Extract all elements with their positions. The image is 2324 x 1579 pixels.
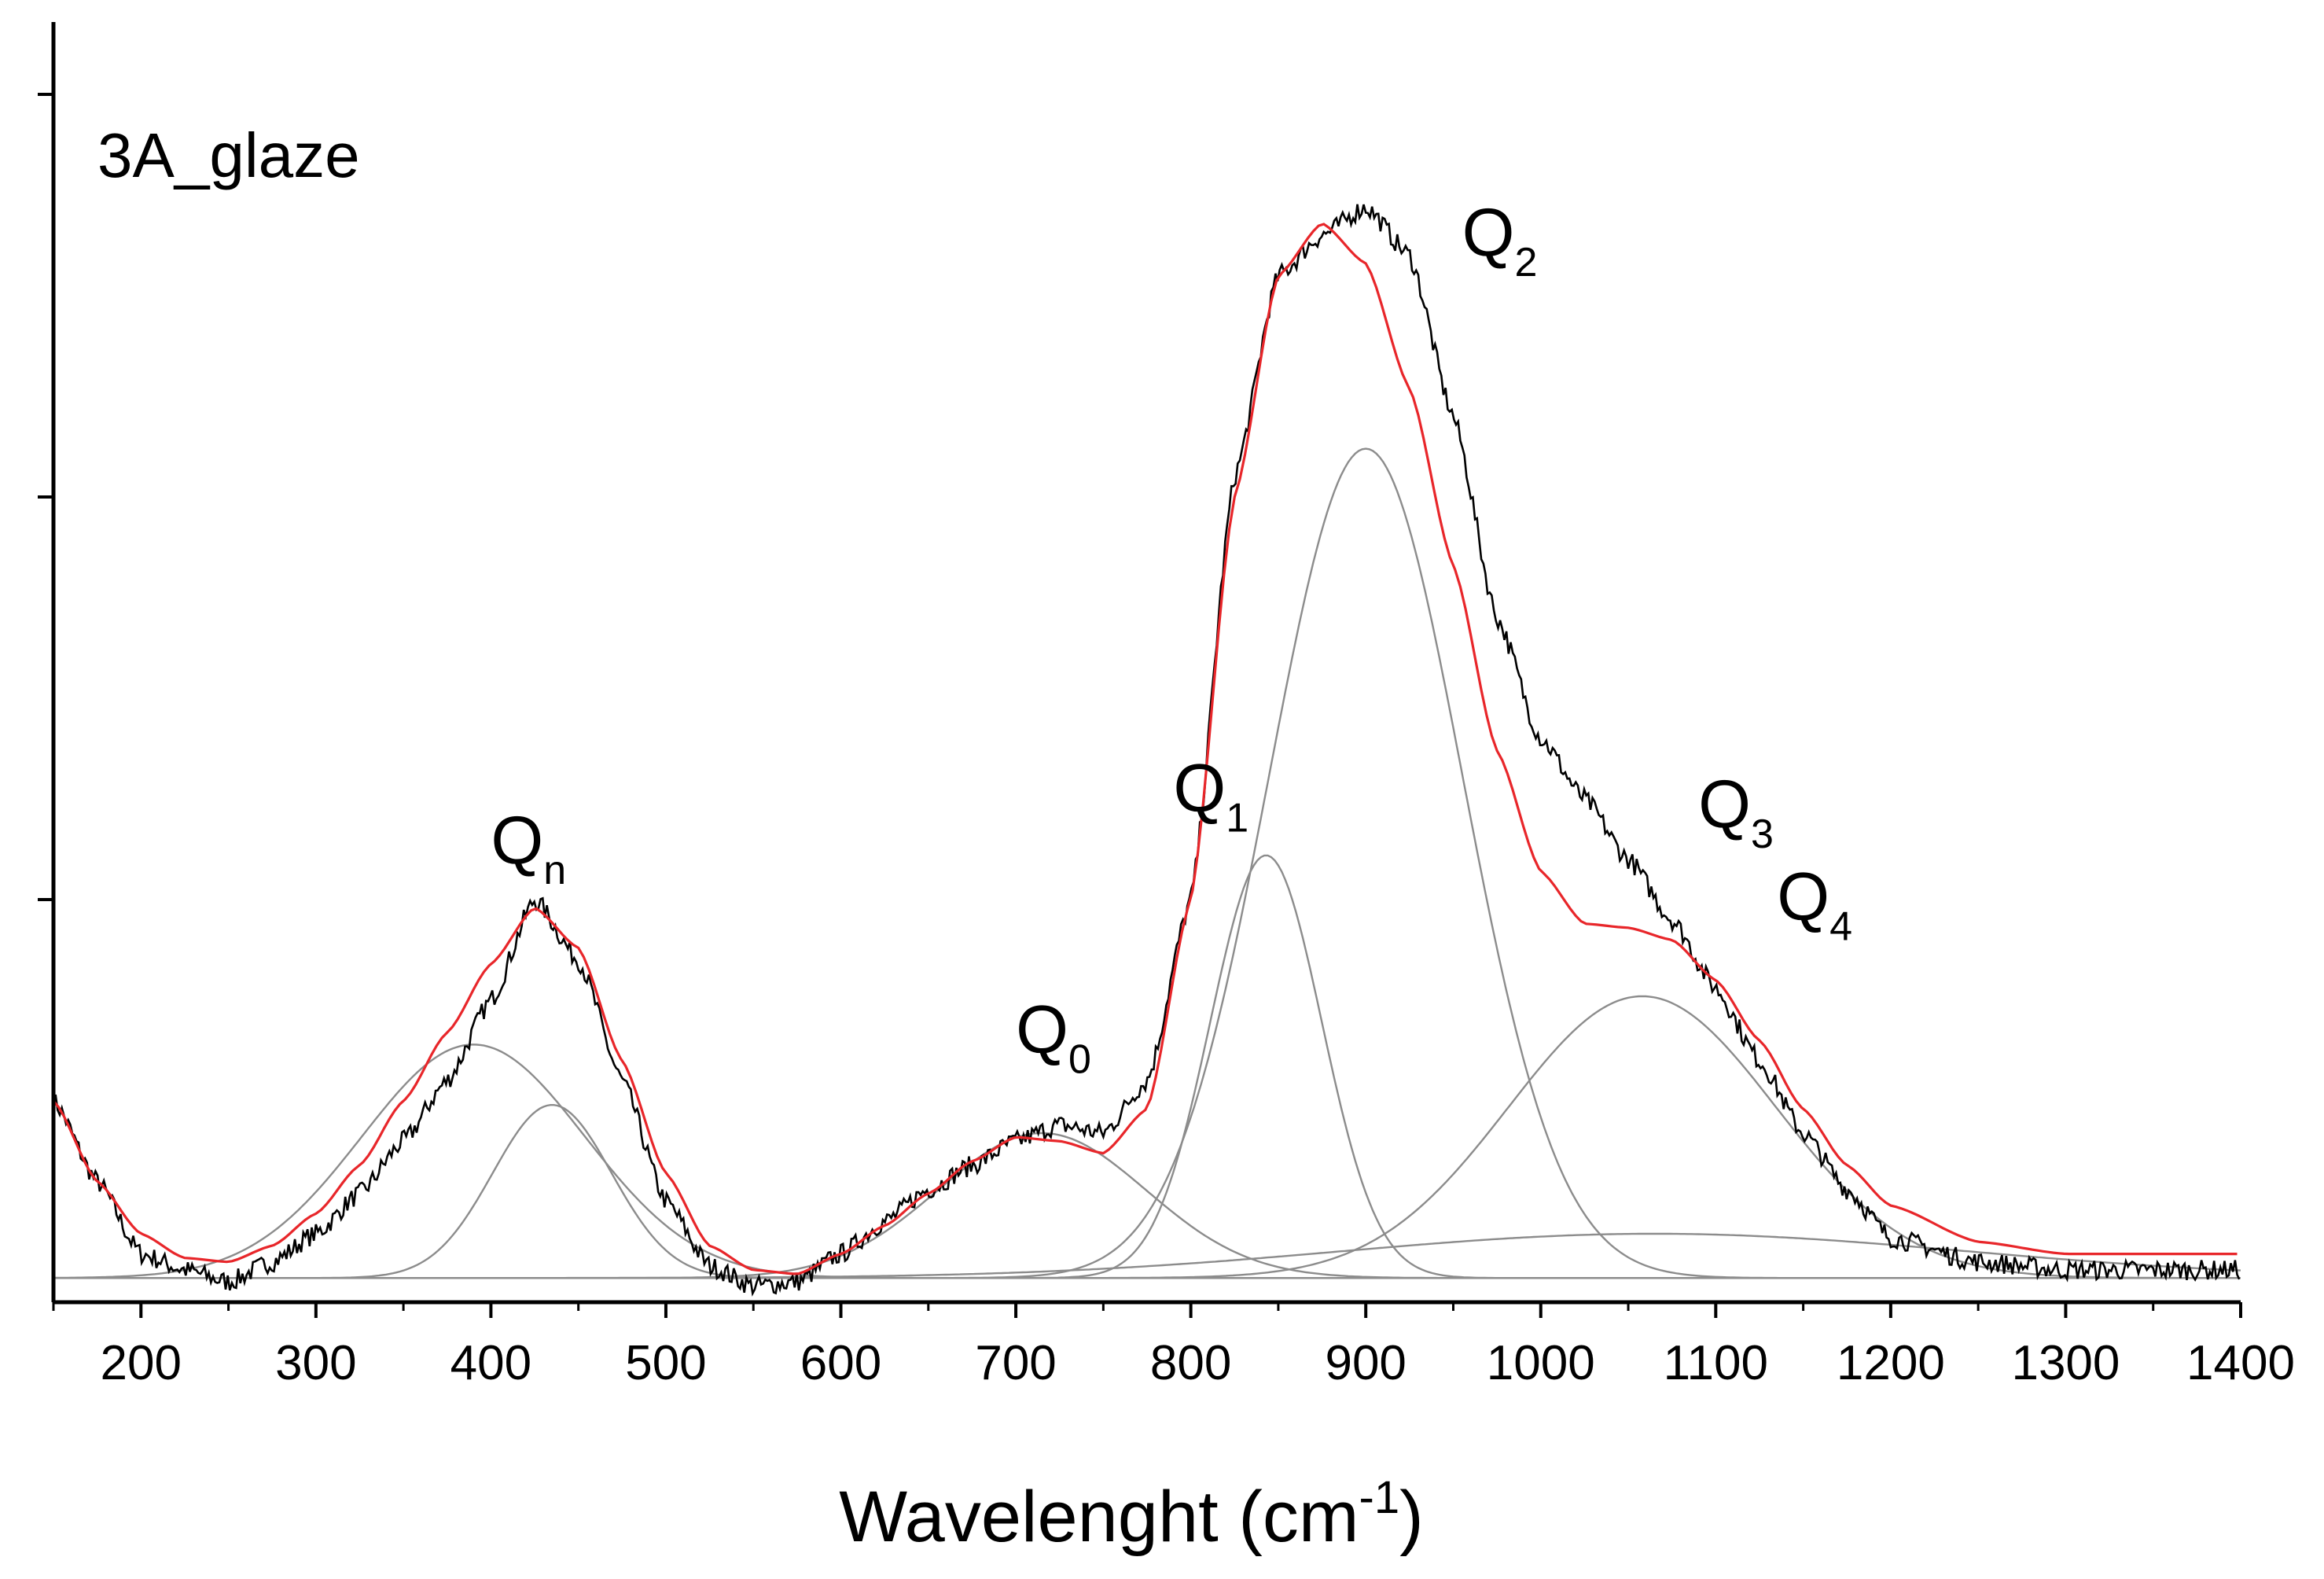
measured-spectrum-line — [52, 204, 2241, 1297]
x-tick-label-600: 600 — [800, 1336, 881, 1390]
peak-label-letter: Q — [1173, 750, 1226, 826]
x-tick-label-300: 300 — [275, 1336, 356, 1390]
x-tick-label-1200: 1200 — [1837, 1336, 1945, 1390]
x-tick-label-500: 500 — [625, 1336, 706, 1390]
x-axis-title: Wavelenght (cm-1) — [839, 1472, 1423, 1557]
x-tick-label-1400: 1400 — [2186, 1336, 2295, 1390]
x-tick-label-900: 900 — [1325, 1336, 1406, 1390]
sample-label: 3A_glaze — [97, 120, 360, 190]
x-tick-label-800: 800 — [1150, 1336, 1231, 1390]
peak-label-letter: Q — [1016, 992, 1068, 1068]
peak-label-q2: Q2 — [1462, 195, 1538, 285]
spectrum-series — [52, 204, 2241, 1297]
peak-label-subscript: n — [543, 848, 566, 893]
peak-label-subscript: 1 — [1226, 795, 1248, 841]
peak-label-subscript: 4 — [1829, 904, 1852, 950]
peak-label-q0: Q0 — [1016, 992, 1091, 1083]
peak-label-q1: Q1 — [1173, 750, 1248, 841]
x-tick-label-1100: 1100 — [1664, 1336, 1768, 1390]
peak-label-letter: Q — [491, 803, 543, 878]
peak-label-q3: Q3 — [1698, 767, 1774, 857]
peak-label-letter: Q — [1698, 767, 1751, 842]
fit-component-5 — [53, 447, 2241, 1279]
fitted-envelope-line — [52, 223, 2238, 1275]
peak-label-qn: Qn — [491, 803, 566, 893]
x-tick-label-1300: 1300 — [2011, 1336, 2120, 1390]
peak-label-letter: Q — [1462, 195, 1515, 271]
peak-label-subscript: 3 — [1751, 812, 1774, 857]
fit-components — [53, 447, 2241, 1279]
peak-label-subscript: 2 — [1515, 240, 1538, 285]
chart-text: 3A_glaze Wavelenght (cm-1) — [97, 120, 1424, 1557]
peak-label-q4: Q4 — [1777, 859, 1852, 950]
x-tick-label-200: 200 — [101, 1336, 182, 1390]
x-tick-label-700: 700 — [975, 1336, 1056, 1390]
fit-component-3 — [53, 1132, 2241, 1279]
peak-label-letter: Q — [1777, 859, 1829, 935]
axes: 200 300 400 500 600 700 800 900 1000 1100 1200 1300… — [38, 22, 2295, 1390]
x-axis-title-suffix: ) — [1399, 1477, 1424, 1557]
x-axis-title-superscript: -1 — [1359, 1472, 1400, 1523]
x-tick-label-400: 400 — [450, 1336, 531, 1390]
x-axis-title-main: Wavelenght (cm — [839, 1477, 1359, 1557]
x-tick-label-1000: 1000 — [1487, 1336, 1595, 1390]
peak-label-subscript: 0 — [1068, 1037, 1091, 1083]
